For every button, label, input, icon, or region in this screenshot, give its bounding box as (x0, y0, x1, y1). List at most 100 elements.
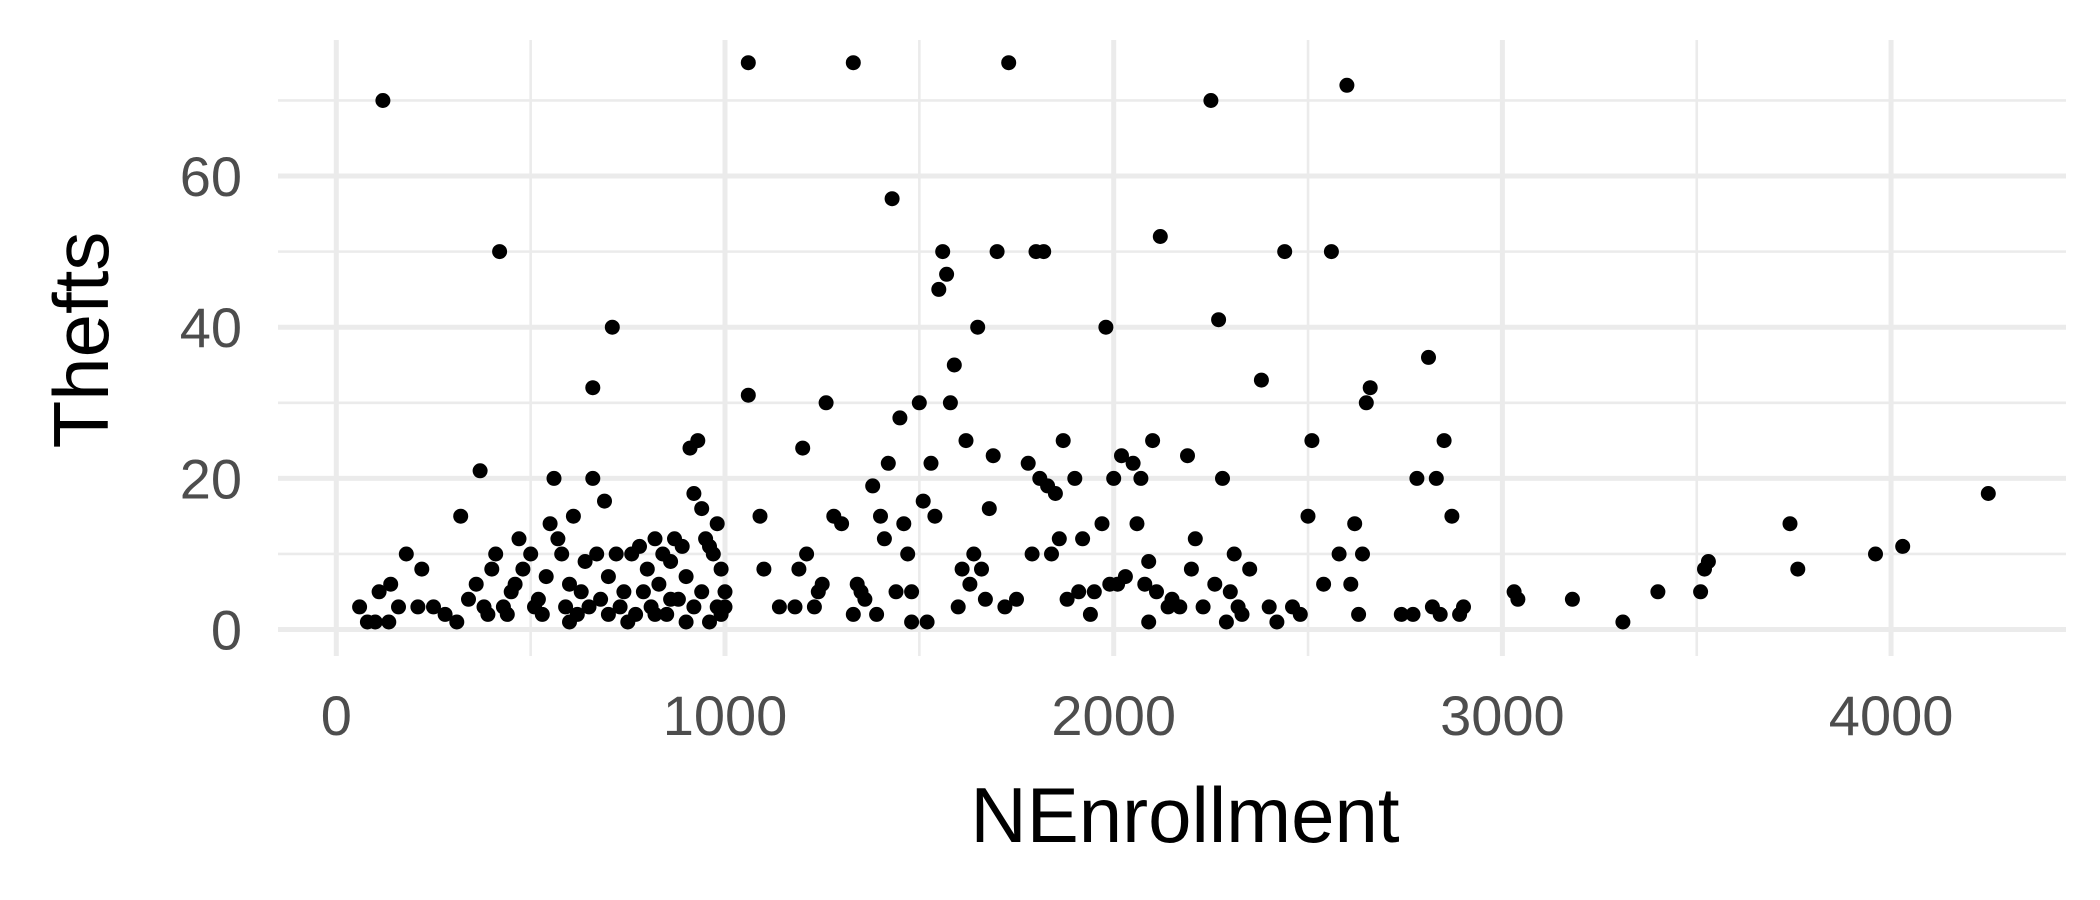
major-gridlines (278, 40, 2066, 656)
data-point (1036, 244, 1052, 260)
data-point (1277, 244, 1293, 260)
data-point (1106, 470, 1122, 486)
data-point (632, 538, 647, 554)
data-point (1203, 93, 1219, 108)
data-point (740, 55, 756, 71)
data-point (686, 486, 702, 501)
data-point (869, 606, 885, 622)
y-tick-label: 0 (211, 599, 242, 662)
data-point (923, 455, 939, 471)
data-point (1226, 546, 1242, 562)
data-point (1215, 470, 1230, 486)
data-point (1358, 395, 1374, 411)
data-point (954, 561, 970, 577)
data-point (1024, 546, 1040, 562)
data-point (461, 591, 476, 607)
x-tick-label: 3000 (1440, 684, 1565, 747)
data-point (1082, 606, 1098, 622)
data-point (367, 614, 383, 630)
data-point (1020, 455, 1036, 471)
data-point (1187, 531, 1203, 547)
data-point (1180, 448, 1195, 464)
data-point (1331, 546, 1347, 562)
data-point (818, 395, 834, 411)
x-tick-label: 1000 (663, 684, 788, 747)
data-point (1895, 538, 1911, 554)
data-point (616, 584, 632, 600)
data-point (702, 614, 717, 630)
data-point (1432, 606, 1448, 622)
data-point (1428, 470, 1444, 486)
data-point (562, 576, 577, 592)
data-point (865, 478, 881, 494)
data-point (1615, 614, 1631, 630)
data-point (511, 531, 527, 547)
data-point (1253, 372, 1269, 388)
data-point (845, 606, 861, 622)
data-point (1444, 508, 1460, 524)
data-point (888, 584, 904, 600)
data-point (1086, 584, 1102, 600)
x-axis-tick-labels: 0 1000 2000 3000 4000 (321, 684, 1954, 747)
data-point (892, 410, 908, 426)
data-point (678, 614, 694, 630)
data-point (453, 508, 469, 524)
data-point (1125, 455, 1141, 471)
data-point (371, 584, 387, 600)
data-point (1001, 55, 1017, 71)
data-point (678, 569, 694, 585)
data-point (507, 576, 523, 592)
data-point (1421, 349, 1436, 365)
data-point (717, 599, 733, 615)
data-point (608, 546, 624, 562)
data-point (966, 546, 982, 562)
data-point (550, 531, 566, 547)
data-point (589, 546, 605, 562)
data-points (352, 55, 1996, 630)
data-point (663, 591, 679, 607)
data-point (1172, 599, 1188, 615)
data-point (791, 561, 807, 577)
data-point (600, 569, 616, 585)
data-point (1436, 433, 1452, 449)
y-tick-label: 60 (180, 145, 242, 208)
data-point (1782, 516, 1798, 532)
data-point (1700, 554, 1716, 569)
data-point (970, 319, 986, 335)
data-point (904, 614, 920, 630)
data-point (542, 516, 558, 532)
data-point (974, 561, 989, 577)
data-point (1075, 531, 1091, 547)
data-point (927, 508, 943, 524)
data-point (1141, 614, 1157, 630)
data-point (1693, 584, 1709, 600)
x-tick-label: 2000 (1051, 684, 1176, 747)
data-point (1098, 319, 1114, 335)
data-point (873, 508, 888, 524)
data-point (799, 546, 815, 562)
data-point (1133, 470, 1149, 486)
data-point (1292, 606, 1308, 622)
data-point (352, 599, 368, 615)
data-point (1269, 614, 1285, 630)
y-axis-title: Thefts (37, 232, 125, 449)
data-point (771, 599, 787, 615)
data-point (900, 546, 916, 562)
data-point (1343, 576, 1359, 592)
data-point (834, 516, 850, 532)
data-point (694, 584, 710, 600)
data-point (752, 508, 768, 524)
data-point (383, 576, 399, 592)
data-point (690, 433, 706, 449)
data-point (1405, 606, 1421, 622)
data-point (1316, 576, 1332, 592)
data-point (414, 561, 430, 577)
data-point (391, 599, 406, 615)
data-point (492, 244, 508, 260)
data-point (593, 591, 609, 607)
data-point (787, 599, 803, 615)
data-point (565, 508, 581, 524)
data-point (1790, 561, 1806, 577)
data-point (585, 470, 601, 486)
data-point (814, 576, 830, 592)
